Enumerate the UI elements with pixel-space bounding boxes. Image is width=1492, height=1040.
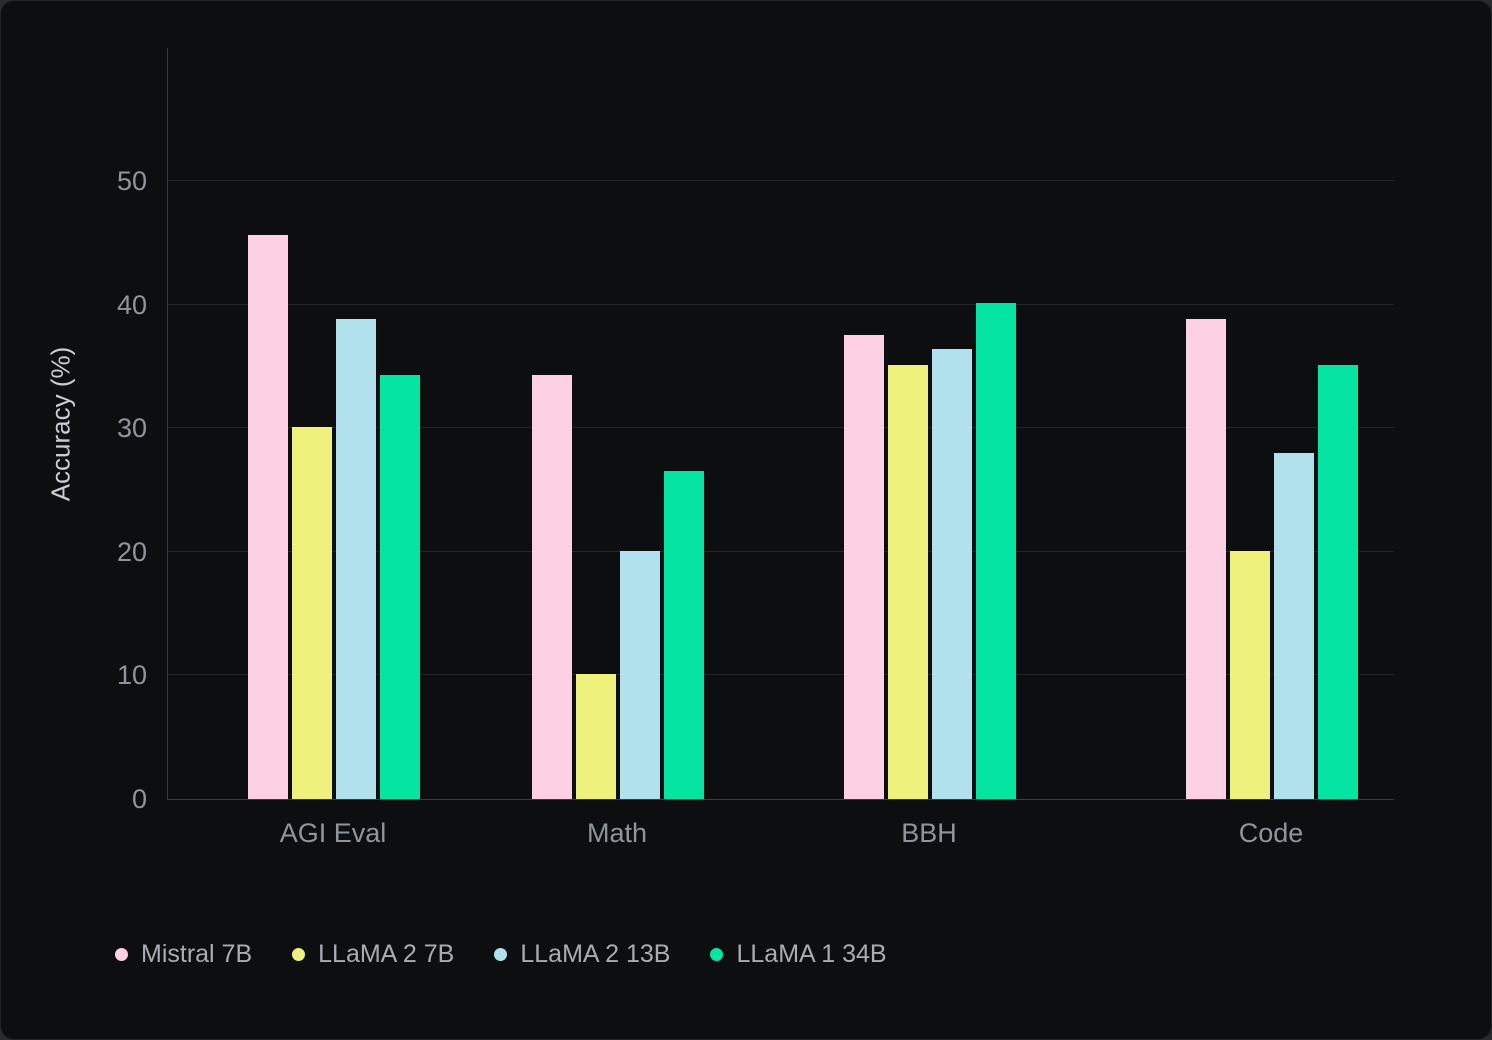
x-category-label-agi-eval: AGI Eval: [279, 818, 387, 848]
bar-llama-2-13b: [336, 319, 376, 799]
x-category-label-bbh: BBH: [901, 818, 957, 848]
x-category-label-code: Code: [1238, 818, 1304, 848]
legend-dot-icon: [292, 947, 306, 961]
legend-item-llama-2-13b: LLaMA 2 13B: [494, 939, 670, 969]
legend-dot-icon: [494, 947, 508, 961]
y-tick-label-10: 10: [116, 660, 147, 691]
bar-llama-1-34b: [380, 375, 420, 799]
legend-item-llama-2-7b: LLaMA 2 7B: [292, 939, 454, 969]
plot-area: [167, 48, 1394, 800]
legend-item-llama-1-34b: LLaMA 1 34B: [710, 939, 887, 969]
legend-dot-icon: [115, 947, 128, 961]
y-tick-label-20: 20: [116, 536, 147, 567]
y-tick-label-30: 30: [116, 413, 147, 444]
gridline-30: [168, 427, 1394, 429]
legend-label: Mistral 7B: [141, 940, 253, 968]
bar-llama-2-7b: [292, 427, 332, 799]
y-tick-label-50: 50: [116, 166, 147, 196]
bar-group-code: [1186, 319, 1358, 799]
legend-label: LLaMA 2 13B: [520, 940, 671, 968]
bar-mistral-7b: [844, 335, 884, 799]
bar-group-agi-eval: [248, 235, 420, 799]
legend: Mistral 7B LLaMA 2 7B LLaMA 2 13B LLaMA 1 3…: [115, 939, 887, 969]
y-tick-label-0: 0: [131, 784, 147, 814]
bar-llama-1-34b: [1318, 365, 1358, 799]
bar-mistral-7b: [532, 375, 572, 799]
bar-llama-2-13b: [620, 551, 660, 799]
bar-llama-1-34b: [976, 303, 1016, 799]
bar-llama-2-13b: [1274, 453, 1314, 799]
bar-llama-1-34b: [664, 471, 704, 799]
bar-llama-2-7b: [888, 365, 928, 799]
gridline-10: [168, 674, 1394, 676]
gridline-50: [168, 180, 1394, 181]
x-category-label-math: Math: [586, 818, 648, 848]
gridline-20: [168, 550, 1394, 552]
bar-mistral-7b: [1186, 319, 1226, 799]
bar-llama-2-7b: [576, 674, 616, 799]
bar-llama-2-13b: [932, 349, 972, 799]
legend-dot-icon: [710, 947, 724, 961]
legend-label: LLaMA 1 34B: [736, 940, 887, 968]
bar-llama-2-7b: [1230, 551, 1270, 799]
y-tick-label-40: 40: [116, 289, 147, 320]
legend-label: LLaMA 2 7B: [318, 940, 455, 968]
legend-item-mistral-7b: Mistral 7B: [115, 939, 252, 969]
gridline-40: [168, 303, 1394, 305]
bar-group-bbh: [844, 303, 1016, 799]
bar-group-math: [532, 375, 704, 799]
bar-mistral-7b: [248, 235, 288, 799]
